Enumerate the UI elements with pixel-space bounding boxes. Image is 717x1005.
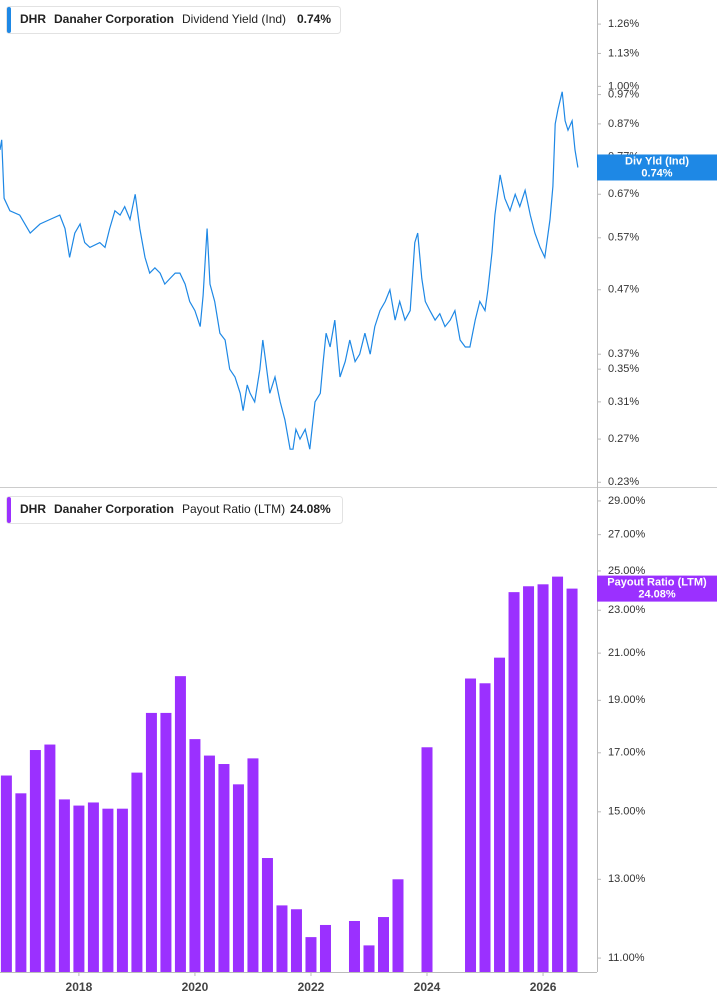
bar <box>494 657 506 972</box>
bar <box>174 676 186 972</box>
bar <box>116 808 128 972</box>
bar <box>363 945 375 972</box>
x-tick-label: 2022 <box>298 980 325 994</box>
bar <box>131 772 143 972</box>
bar <box>479 683 491 972</box>
bar <box>348 920 360 972</box>
y-tick-label: 21.00% <box>608 647 646 659</box>
bar <box>261 858 273 972</box>
bar <box>102 808 114 972</box>
legend-marker <box>7 497 11 523</box>
y-tick-label: 0.31% <box>608 396 639 408</box>
bar <box>276 905 288 972</box>
value-tag <box>597 575 717 602</box>
bar <box>145 712 157 972</box>
value-tag-value: 24.08% <box>638 589 676 601</box>
y-tick-label: 17.00% <box>608 747 646 759</box>
bar <box>421 747 433 972</box>
bar <box>218 764 230 972</box>
legend-company: Danaher Corporation <box>54 12 174 26</box>
y-tick-label: 29.00% <box>608 495 646 507</box>
y-tick-label: 1.26% <box>608 18 639 30</box>
x-tick-label: 2018 <box>66 980 93 994</box>
bar <box>15 793 27 972</box>
bar <box>508 592 520 972</box>
bar <box>247 758 259 972</box>
y-tick-label: 0.35% <box>608 363 639 375</box>
y-tick-label: 0.67% <box>608 188 639 200</box>
bar <box>552 576 564 972</box>
y-tick-label: 1.00% <box>608 80 639 92</box>
bar <box>44 744 56 972</box>
line <box>0 91 579 450</box>
legend-metric: Payout Ratio (LTM) <box>182 502 285 516</box>
bar <box>160 712 172 972</box>
legend-box <box>6 496 343 524</box>
bar <box>465 678 477 972</box>
bar <box>566 588 578 972</box>
y-tick-label: 25.00% <box>608 565 646 577</box>
bar <box>319 924 331 972</box>
bar <box>392 879 404 972</box>
value-tag-name: Payout Ratio (LTM) <box>607 577 707 589</box>
bar <box>58 799 70 972</box>
legend-box <box>6 6 341 34</box>
legend-marker <box>7 7 11 33</box>
bar <box>203 755 215 972</box>
bar <box>305 937 317 972</box>
y-tick-label: 27.00% <box>608 529 646 541</box>
bar <box>189 739 201 972</box>
bar <box>537 584 549 972</box>
bar <box>87 802 99 972</box>
legend-ticker: DHR <box>20 12 46 26</box>
value-tag-name: Div Yld (Ind) <box>625 155 689 167</box>
y-tick-label: 23.00% <box>608 604 646 616</box>
y-tick-label: 1.13% <box>608 47 639 59</box>
bar <box>523 586 535 972</box>
y-tick-label: 0.23% <box>608 476 639 488</box>
y-tick-label: 19.00% <box>608 694 646 706</box>
y-tick-label: 15.00% <box>608 806 646 818</box>
value-tag-value: 0.74% <box>641 167 672 179</box>
x-tick-label: 2020 <box>182 980 209 994</box>
x-tick-label: 2024 <box>414 980 441 994</box>
y-tick-label: 0.27% <box>608 433 639 445</box>
y-tick-label: 11.00% <box>608 952 645 964</box>
y-tick-label: 0.87% <box>608 118 639 130</box>
bar <box>377 917 389 972</box>
legend-value: 0.74% <box>297 12 331 26</box>
y-tick-label: 0.37% <box>608 348 639 360</box>
value-tag <box>597 154 717 181</box>
bar <box>0 775 12 972</box>
y-tick-label: 0.47% <box>608 284 639 296</box>
legend-ticker: DHR <box>20 502 46 516</box>
bar <box>290 909 302 972</box>
legend-company: Danaher Corporation <box>54 502 174 516</box>
legend-metric: Dividend Yield (Ind) <box>182 12 286 26</box>
y-tick-label: 0.97% <box>608 88 639 100</box>
y-tick-label: 0.57% <box>608 232 639 244</box>
bar <box>232 784 244 972</box>
legend-value: 24.08% <box>290 502 331 516</box>
y-tick-label: 13.00% <box>608 873 646 885</box>
x-tick-label: 2026 <box>530 980 557 994</box>
bar <box>29 750 41 972</box>
bar <box>73 805 85 972</box>
